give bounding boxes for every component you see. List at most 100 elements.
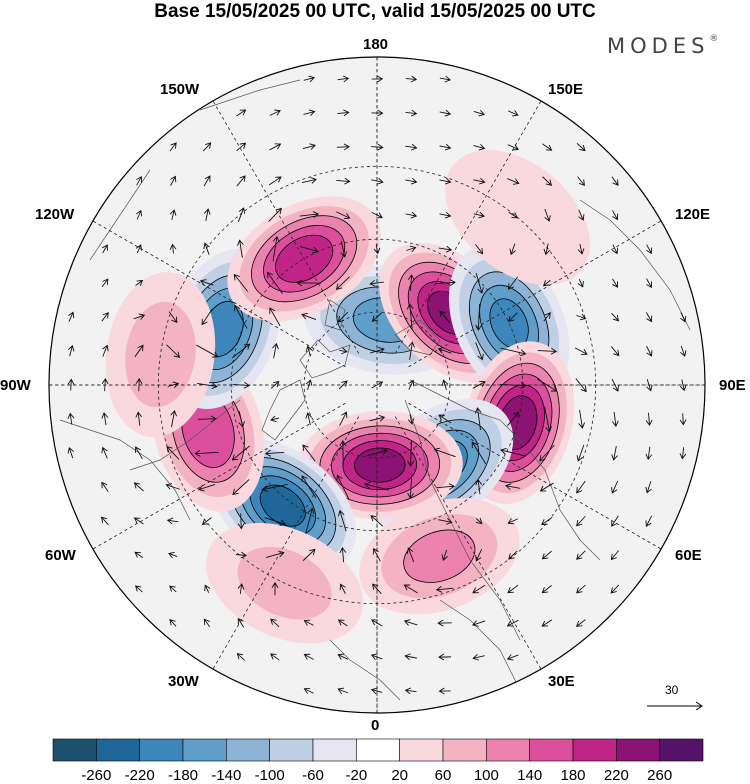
- lon-label-0: 0: [371, 717, 380, 734]
- wind-arrow: [438, 245, 453, 253]
- wind-arrow: [339, 583, 346, 594]
- wind-arrow: [198, 415, 217, 423]
- wind-arrow: [134, 551, 144, 559]
- wind-arrow: [439, 177, 452, 185]
- wind-arrow: [472, 584, 486, 594]
- wind-arrow: [169, 619, 177, 627]
- wind-arrow: [578, 209, 585, 221]
- wind-arrow: [338, 509, 347, 532]
- wind-arrow: [471, 441, 487, 465]
- wind-arrow: [237, 207, 246, 223]
- wind-arrow: [610, 584, 620, 594]
- wind-arrow: [194, 450, 219, 457]
- colorbar-tick-label: -140: [211, 767, 242, 784]
- wind-arrow: [403, 619, 418, 626]
- wind-arrow: [578, 409, 586, 429]
- wind-arrow: [407, 475, 415, 500]
- wind-arrow: [302, 143, 316, 150]
- colorbar-tick-label: 260: [647, 767, 673, 784]
- wind-arrow: [336, 143, 350, 151]
- wind-arrow: [371, 619, 383, 627]
- wind-arrow: [500, 447, 526, 457]
- wind-arrow: [135, 377, 143, 392]
- wind-arrow: [337, 653, 349, 660]
- colorbar-swatch: [486, 738, 530, 762]
- wind-arrow: [236, 142, 247, 152]
- wind-arrow: [404, 653, 417, 661]
- wind-arrow: [680, 312, 687, 323]
- wind-arrow: [509, 243, 516, 256]
- brand-logo: MODES®: [607, 34, 718, 58]
- wind-arrow: [236, 109, 247, 117]
- wind-arrow: [303, 619, 314, 626]
- wind-arrow: [336, 177, 351, 185]
- wind-arrow: [372, 547, 381, 562]
- registered-mark: ®: [709, 34, 719, 44]
- wind-arrow: [203, 618, 211, 628]
- wind-arrow: [577, 244, 585, 255]
- wind-arrow: [371, 212, 383, 219]
- wind-arrow: [542, 279, 551, 287]
- wind-arrow: [405, 143, 418, 151]
- wind-arrow: [199, 279, 214, 286]
- wind-arrow: [269, 109, 281, 116]
- wind-arrow: [541, 619, 553, 627]
- brand-text: MODES: [607, 34, 710, 58]
- wind-arrow: [405, 177, 418, 185]
- wind-arrow: [679, 379, 687, 392]
- wind-arrow: [102, 344, 109, 357]
- wind-arrow: [270, 653, 280, 661]
- wind-arrow: [475, 478, 483, 495]
- wind-arrow: [170, 175, 177, 186]
- wind-arrow: [507, 584, 519, 594]
- colorbar-swatch: [399, 738, 444, 762]
- anomaly-contour: [125, 301, 196, 408]
- wind-arrow: [233, 273, 249, 292]
- wind-arrow: [438, 414, 452, 424]
- wind-arrow: [472, 653, 485, 661]
- positive-anomaly: [105, 272, 216, 438]
- wind-arrow: [169, 209, 177, 221]
- wind-arrow: [301, 475, 317, 499]
- wind-arrow: [303, 653, 314, 660]
- wind-arrow: [679, 413, 687, 426]
- wind-arrow: [406, 303, 414, 330]
- wind-arrow: [337, 109, 350, 117]
- wind-arrow: [339, 439, 347, 466]
- reference-vector-label: 30: [665, 683, 679, 697]
- wind-arrow: [475, 303, 482, 331]
- wind-arrow: [645, 446, 653, 461]
- wind-arrow: [196, 344, 219, 358]
- wind-arrow: [303, 75, 316, 83]
- wind-arrow: [471, 620, 486, 627]
- wind-arrow: [645, 412, 653, 427]
- wind-arrow: [500, 347, 527, 357]
- wind-arrow: [475, 272, 484, 294]
- wind-arrow: [439, 211, 452, 219]
- wind-arrow: [576, 143, 586, 152]
- wind-arrow: [646, 345, 653, 357]
- wind-arrow: [679, 345, 687, 357]
- wind-arrow: [542, 143, 553, 151]
- wind-arrow: [166, 517, 179, 525]
- wind-arrow: [272, 235, 280, 262]
- colorbar-tick-label: 220: [603, 767, 629, 784]
- wind-arrow: [575, 378, 587, 393]
- wind-arrow: [507, 276, 518, 290]
- wind-arrow: [576, 313, 587, 321]
- wind-arrow: [541, 516, 553, 526]
- wind-arrow: [337, 619, 348, 627]
- wind-arrow: [232, 479, 250, 496]
- wind-arrow: [369, 415, 386, 422]
- wind-arrow: [303, 687, 314, 694]
- meridian-line: [92, 402, 346, 550]
- wind-arrow: [473, 177, 486, 185]
- wind-arrow: [336, 211, 351, 220]
- lon-label-150w: 150W: [160, 81, 200, 98]
- colorbar-tick-label: -180: [167, 767, 199, 784]
- wind-arrow: [136, 175, 143, 186]
- meridian-line: [408, 402, 662, 550]
- wind-arrow: [303, 109, 316, 117]
- wind-arrow: [506, 411, 520, 427]
- wind-arrow: [197, 483, 216, 492]
